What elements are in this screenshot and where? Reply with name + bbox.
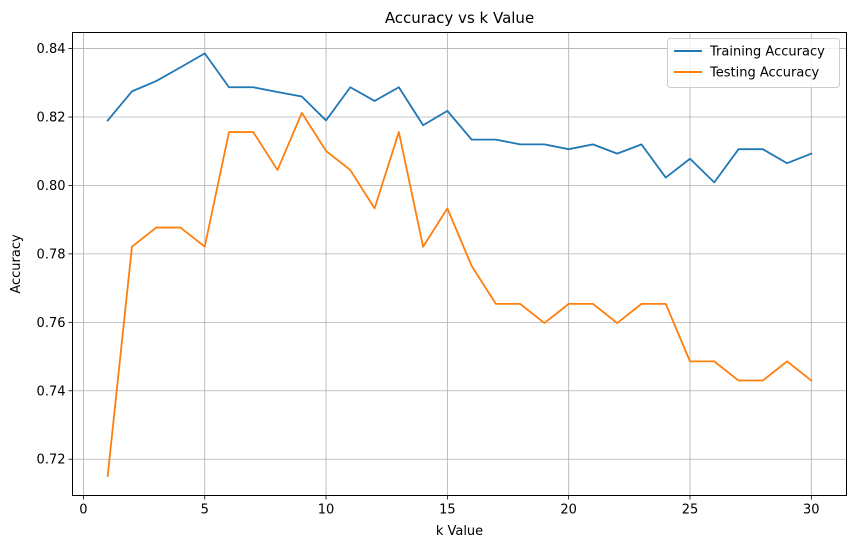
legend-label-training-accuracy: Training Accuracy [709,45,825,60]
x-tick-label: 15 [439,503,456,518]
series-line-training-accuracy [106,52,813,184]
x-tick-label: 10 [318,503,335,518]
x-tick-label: 20 [560,503,577,518]
y-axis-label: Accuracy [9,234,24,294]
legend-box [667,38,840,88]
y-tick-label: 0.74 [37,384,66,399]
y-tick-label: 0.78 [37,247,66,262]
x-tick-label: 0 [79,503,87,518]
legend: Training Accuracy Testing Accuracy [667,38,840,88]
plot-frame [72,32,847,496]
chart-title: Accuracy vs k Value [385,9,534,27]
x-axis-label: k Value [436,524,483,539]
grid-layer [72,32,847,496]
legend-label-testing-accuracy: Testing Accuracy [709,66,819,81]
y-tick-label: 0.80 [37,179,66,194]
tick-layer: 0 5 10 15 20 25 30 0.72 0.74 0.76 0.78 0.80 0.82 0.84 [37,42,820,517]
series-line-testing-accuracy [106,112,813,477]
x-tick-label: 25 [682,503,699,518]
y-tick-label: 0.72 [37,453,66,468]
y-tick-label: 0.84 [37,42,66,57]
x-tick-label: 30 [803,503,820,518]
x-tick-label: 5 [201,503,209,518]
series-layer [106,52,813,477]
y-tick-label: 0.82 [37,111,66,126]
y-tick-label: 0.76 [37,316,66,331]
